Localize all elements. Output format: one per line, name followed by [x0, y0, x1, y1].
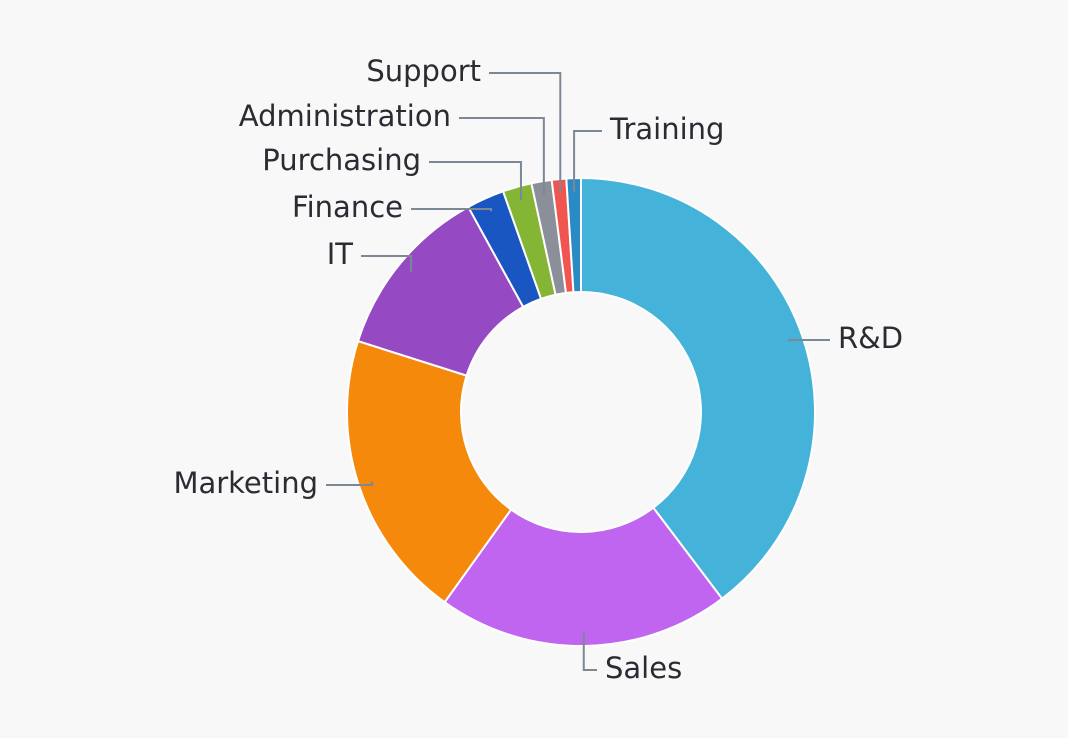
slice: [580, 176, 816, 601]
leader-line: [788, 339, 830, 343]
slice-label: Administration: [239, 99, 451, 133]
leader-line: [429, 161, 522, 201]
slice: [565, 176, 582, 294]
slice-label: Purchasing: [262, 143, 421, 177]
leader-line: [411, 208, 493, 212]
leader-line: [361, 255, 413, 273]
slice: [346, 339, 513, 604]
slice-label: Marketing: [173, 466, 318, 500]
leader-line: [582, 631, 597, 671]
leader-line: [573, 130, 602, 193]
slice-label: Sales: [605, 651, 682, 685]
slice-label: Finance: [292, 190, 403, 224]
leader-line: [459, 117, 545, 196]
leader-line: [326, 481, 374, 486]
slice-label: IT: [327, 237, 354, 271]
slice-label: Support: [366, 54, 481, 88]
leader-line: [489, 72, 562, 193]
slice: [443, 506, 724, 647]
slice-label: R&D: [838, 321, 903, 355]
slice-label: Training: [609, 112, 724, 146]
